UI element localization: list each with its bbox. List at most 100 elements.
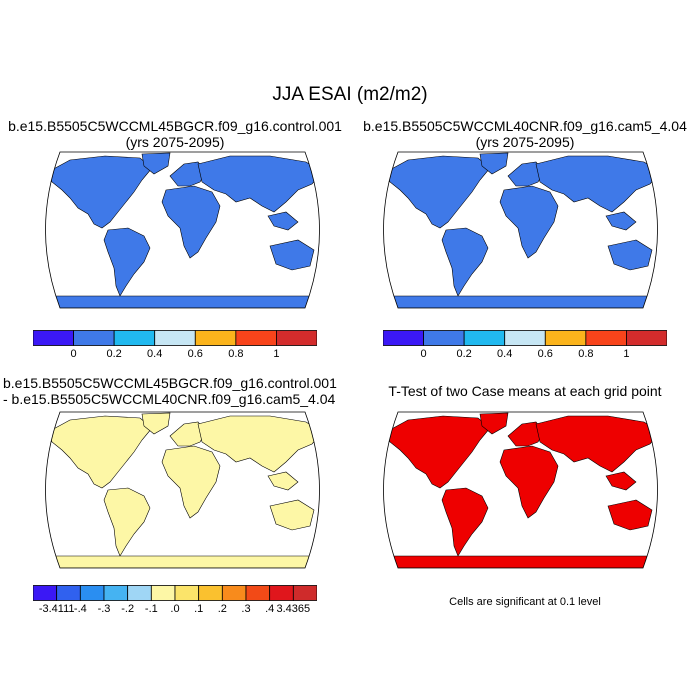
significance-note: Cells are significant at 0.1 level (449, 596, 601, 608)
colorbar-tick-label: 0.8 (578, 348, 594, 360)
colorbar-swatch (245, 585, 271, 601)
colorbar-swatch (174, 585, 200, 601)
colorbar-tick-label: 0.8 (228, 348, 244, 360)
colorbar-swatch (221, 585, 247, 601)
colorbar-tick-label: -3.4111 (38, 603, 75, 615)
panel-case2-title-line2: (yrs 2075-2095) (475, 134, 575, 150)
colorbar-swatch (150, 585, 176, 601)
colorbar-swatch (194, 330, 237, 346)
continent-south-america (103, 487, 151, 557)
colorbar-tick-label: .2 (217, 603, 227, 615)
colorbar-tick-label: -.4 (73, 603, 87, 615)
map-outline (45, 151, 320, 309)
colorbar-difference (33, 585, 317, 601)
colorbar-tick-label: 0 (420, 348, 427, 360)
continent-greenland (141, 152, 171, 175)
panel-case1-title-line2: (yrs 2075-2095) (125, 134, 225, 150)
continent-southeast-asia (605, 211, 637, 231)
colorbar-tick-label: .3 (241, 603, 251, 615)
continent-southeast-asia (267, 471, 299, 491)
continent-australia (607, 499, 653, 531)
panel-diff-title-line1: b.e15.B5505C5WCCML45BGCR.f09_g16.control… (3, 375, 337, 391)
colorbar-tick-label: .1 (194, 603, 204, 615)
colorbar-swatch (73, 330, 115, 346)
continent-asia (535, 415, 658, 473)
colorbar-swatch (154, 330, 196, 346)
continent-africa (499, 445, 559, 519)
continent-africa (161, 185, 221, 259)
colorbar-tick-label: 0.2 (456, 348, 472, 360)
continent-north-america (385, 155, 491, 229)
colorbar-tick-label: -.2 (121, 603, 135, 615)
continent-south-america (441, 227, 489, 297)
panel-ttest-title-line1: T-Test of two Case means at each grid po… (388, 383, 662, 399)
colorbar-swatch (544, 330, 587, 346)
colorbar-tick-label: 0.6 (187, 348, 203, 360)
map-case1 (45, 151, 320, 309)
panel-case2-title: b.e15.B5505C5WCCML40CNR.f09_g16.cam5_4.0… (350, 118, 700, 150)
colorbar-case2-labels: 0 0.2 0.4 0.6 0.8 1 (383, 348, 667, 362)
colorbar-tick-label: 3.4365 (276, 603, 311, 615)
colorbar-tick-label: 0.6 (537, 348, 553, 360)
continent-antarctica (383, 555, 658, 568)
colorbar-swatch (626, 330, 667, 346)
colorbar-swatch (127, 585, 152, 601)
colorbar-difference-labels: -3.4111 -.4 -.3 -.2 -.1 .0 .1 .2 .3 .4 3.4365 (33, 603, 317, 617)
colorbar-swatch (585, 330, 627, 346)
colorbar-swatch (33, 585, 58, 601)
colorbar-case1 (33, 330, 317, 346)
colorbar-tick-label: -.3 (97, 603, 111, 615)
colorbar-swatch (103, 585, 129, 601)
map-outline (383, 411, 658, 569)
panel-diff-title-line2: - b.e15.B5505C5WCCML40CNR.f09_g16.cam5_4… (3, 391, 336, 407)
continent-australia (269, 499, 315, 531)
continent-greenland (479, 152, 509, 175)
colorbar-swatch (292, 585, 317, 601)
map-outline (383, 151, 658, 309)
colorbar-swatch (269, 585, 294, 601)
colorbar-swatch (463, 330, 506, 346)
continent-south-america (441, 487, 489, 557)
colorbar-swatch (198, 585, 223, 601)
colorbar-tick-label: 0.2 (106, 348, 122, 360)
continent-africa (161, 445, 221, 519)
continent-south-america (103, 227, 151, 297)
colorbar-swatch (56, 585, 81, 601)
continent-asia (197, 415, 320, 473)
colorbar-tick-label: -.1 (144, 603, 158, 615)
continent-antarctica (383, 295, 658, 308)
panel-ttest-title: T-Test of two Case means at each grid po… (350, 383, 700, 399)
map-outline (45, 411, 320, 569)
continent-north-america (47, 155, 153, 229)
continent-australia (607, 239, 653, 271)
colorbar-swatch (423, 330, 465, 346)
panel-diff-title: b.e15.B5505C5WCCML45BGCR.f09_g16.control… (3, 375, 350, 407)
continent-greenland (141, 412, 171, 435)
colorbar-case2 (383, 330, 667, 346)
colorbar-swatch (276, 330, 317, 346)
colorbar-swatch (235, 330, 277, 346)
figure-title: JJA ESAI (m2/m2) (272, 84, 428, 105)
map-ttest (383, 411, 658, 569)
map-difference (45, 411, 320, 569)
continent-southeast-asia (267, 211, 299, 231)
continent-africa (499, 185, 559, 259)
panel-case1-title-line1: b.e15.B5505C5WCCML45BGCR.f09_g16.control… (8, 118, 342, 134)
continent-antarctica (45, 295, 320, 308)
colorbar-swatch (383, 330, 424, 346)
colorbar-tick-label: 0 (70, 348, 77, 360)
colorbar-swatch (33, 330, 74, 346)
continent-southeast-asia (605, 471, 637, 491)
continent-north-america (47, 415, 153, 489)
continent-greenland (479, 412, 509, 435)
colorbar-tick-label: .0 (170, 603, 180, 615)
colorbar-swatch (113, 330, 156, 346)
colorbar-tick-label: 1 (273, 348, 280, 360)
colorbar-swatch (79, 585, 105, 601)
colorbar-case1-labels: 0 0.2 0.4 0.6 0.8 1 (33, 348, 317, 362)
panel-case2-title-line1: b.e15.B5505C5WCCML40CNR.f09_g16.cam5_4.0… (363, 118, 687, 134)
continent-australia (269, 239, 315, 271)
continent-antarctica (45, 555, 320, 568)
map-case2 (383, 151, 658, 309)
continent-north-america (385, 415, 491, 489)
